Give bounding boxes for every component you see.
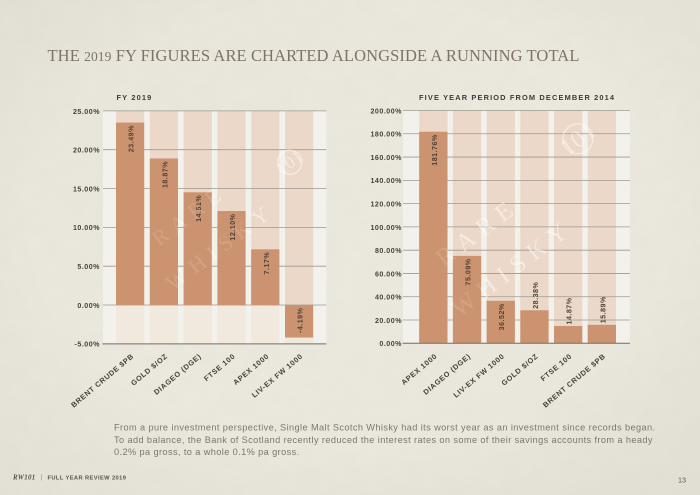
svg-text:14.51%: 14.51% xyxy=(195,195,203,222)
svg-text:75.09%: 75.09% xyxy=(465,258,473,285)
svg-text:180.00%: 180.00% xyxy=(370,131,402,139)
svg-text:160.00%: 160.00% xyxy=(370,154,402,162)
svg-text:14.87%: 14.87% xyxy=(566,297,574,324)
svg-text:25.00%: 25.00% xyxy=(73,108,100,116)
svg-text:|: | xyxy=(41,475,43,481)
svg-text:RW101: RW101 xyxy=(12,475,35,482)
svg-text:120.00%: 120.00% xyxy=(370,201,402,209)
svg-text:FY 2019: FY 2019 xyxy=(117,93,153,102)
svg-text:100.00%: 100.00% xyxy=(370,224,402,232)
svg-text:140.00%: 140.00% xyxy=(370,177,402,185)
svg-text:7.17%: 7.17% xyxy=(263,252,271,275)
svg-text:FIVE YEAR PERIOD FROM DECEMBER: FIVE YEAR PERIOD FROM DECEMBER 2014 xyxy=(419,93,615,102)
svg-text:FULL YEAR REVIEW 2019: FULL YEAR REVIEW 2019 xyxy=(48,475,127,481)
svg-text:181.76%: 181.76% xyxy=(431,134,439,166)
svg-text:15.00%: 15.00% xyxy=(73,185,100,193)
svg-text:THE 2019 FY FIGURES ARE CHARTE: THE 2019 FY FIGURES ARE CHARTED ALONGSID… xyxy=(48,46,580,65)
svg-text:-4.19%: -4.19% xyxy=(297,307,305,333)
svg-text:5.00%: 5.00% xyxy=(77,263,100,271)
svg-text:28.38%: 28.38% xyxy=(532,282,540,309)
svg-text:To add balance, the Bank of Sc: To add balance, the Bank of Scotland rec… xyxy=(114,435,653,445)
svg-text:From a pure investment perspec: From a pure investment perspective, Sing… xyxy=(114,423,656,433)
svg-text:18.87%: 18.87% xyxy=(161,161,169,188)
svg-text:0.2% pa gross, to a whole 0.1%: 0.2% pa gross, to a whole 0.1% pa gross. xyxy=(114,447,300,457)
svg-text:12.10%: 12.10% xyxy=(229,213,237,240)
svg-text:0.00%: 0.00% xyxy=(379,340,402,348)
svg-text:80.00%: 80.00% xyxy=(375,247,402,255)
svg-text:200.00%: 200.00% xyxy=(370,107,402,115)
svg-text:0.00%: 0.00% xyxy=(77,302,100,310)
svg-text:-5.00%: -5.00% xyxy=(75,341,101,349)
svg-text:23.49%: 23.49% xyxy=(128,125,136,152)
svg-text:20.00%: 20.00% xyxy=(375,317,402,325)
svg-text:36.52%: 36.52% xyxy=(498,303,506,330)
svg-text:15.89%: 15.89% xyxy=(599,296,607,323)
svg-text:13: 13 xyxy=(678,476,686,485)
svg-text:20.00%: 20.00% xyxy=(73,147,100,155)
svg-text:40.00%: 40.00% xyxy=(375,294,402,302)
svg-text:10.00%: 10.00% xyxy=(73,224,100,232)
svg-text:60.00%: 60.00% xyxy=(375,270,402,278)
